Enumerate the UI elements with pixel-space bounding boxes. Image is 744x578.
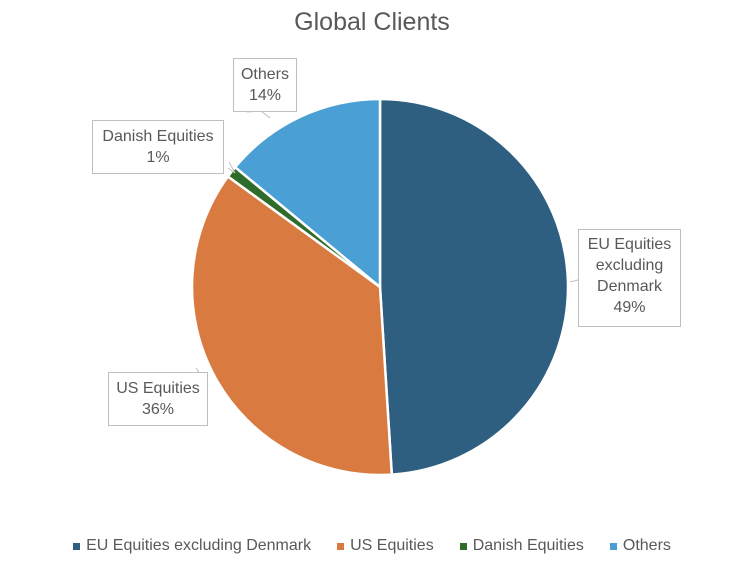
legend-item-eu[interactable]: EU Equities excluding Denmark [73,537,311,555]
label-text: excluding [595,257,664,274]
legend-swatch-icon [73,542,81,550]
pie-slice-others[interactable] [233,97,382,290]
label-value: 36% [141,401,175,418]
data-label-us: US Equities 36% [108,372,208,426]
legend-swatch-icon [609,542,617,550]
legend-swatch-icon [337,542,345,550]
chart-title: Global Clients [294,8,450,36]
legend-item-danish[interactable]: Danish Equities [459,537,584,555]
pie-slice-us[interactable] [190,174,394,477]
leader-line-others [246,110,271,119]
legend-label: US Equities [350,537,434,554]
label-value: 14% [248,87,282,104]
label-text: EU Equities [587,236,672,253]
leader-line-danish [227,161,236,174]
label-text: US Equities [116,380,200,397]
legend-item-us[interactable]: US Equities [337,537,434,555]
pie-slice-eu[interactable] [378,97,570,476]
label-value: 49% [613,299,646,316]
label-text: Danish Equities [102,128,214,145]
legend-swatch-icon [459,542,467,550]
data-label-danish: Danish Equities 1% [92,120,224,174]
chart-legend: EU Equities excluding Denmark US Equitie… [0,537,744,555]
data-label-eu: EU Equities excluding Denmark 49% [578,229,681,327]
legend-label: EU Equities excluding Denmark [86,537,312,554]
label-text: Denmark [597,278,662,295]
data-label-others: Others 14% [233,58,297,112]
legend-label: Others [622,537,671,554]
label-text: Others [240,66,289,83]
legend-item-others[interactable]: Others [609,537,671,555]
legend-label: Danish Equities [472,537,584,554]
pie-slices [190,97,570,477]
label-value: 1% [146,149,170,166]
